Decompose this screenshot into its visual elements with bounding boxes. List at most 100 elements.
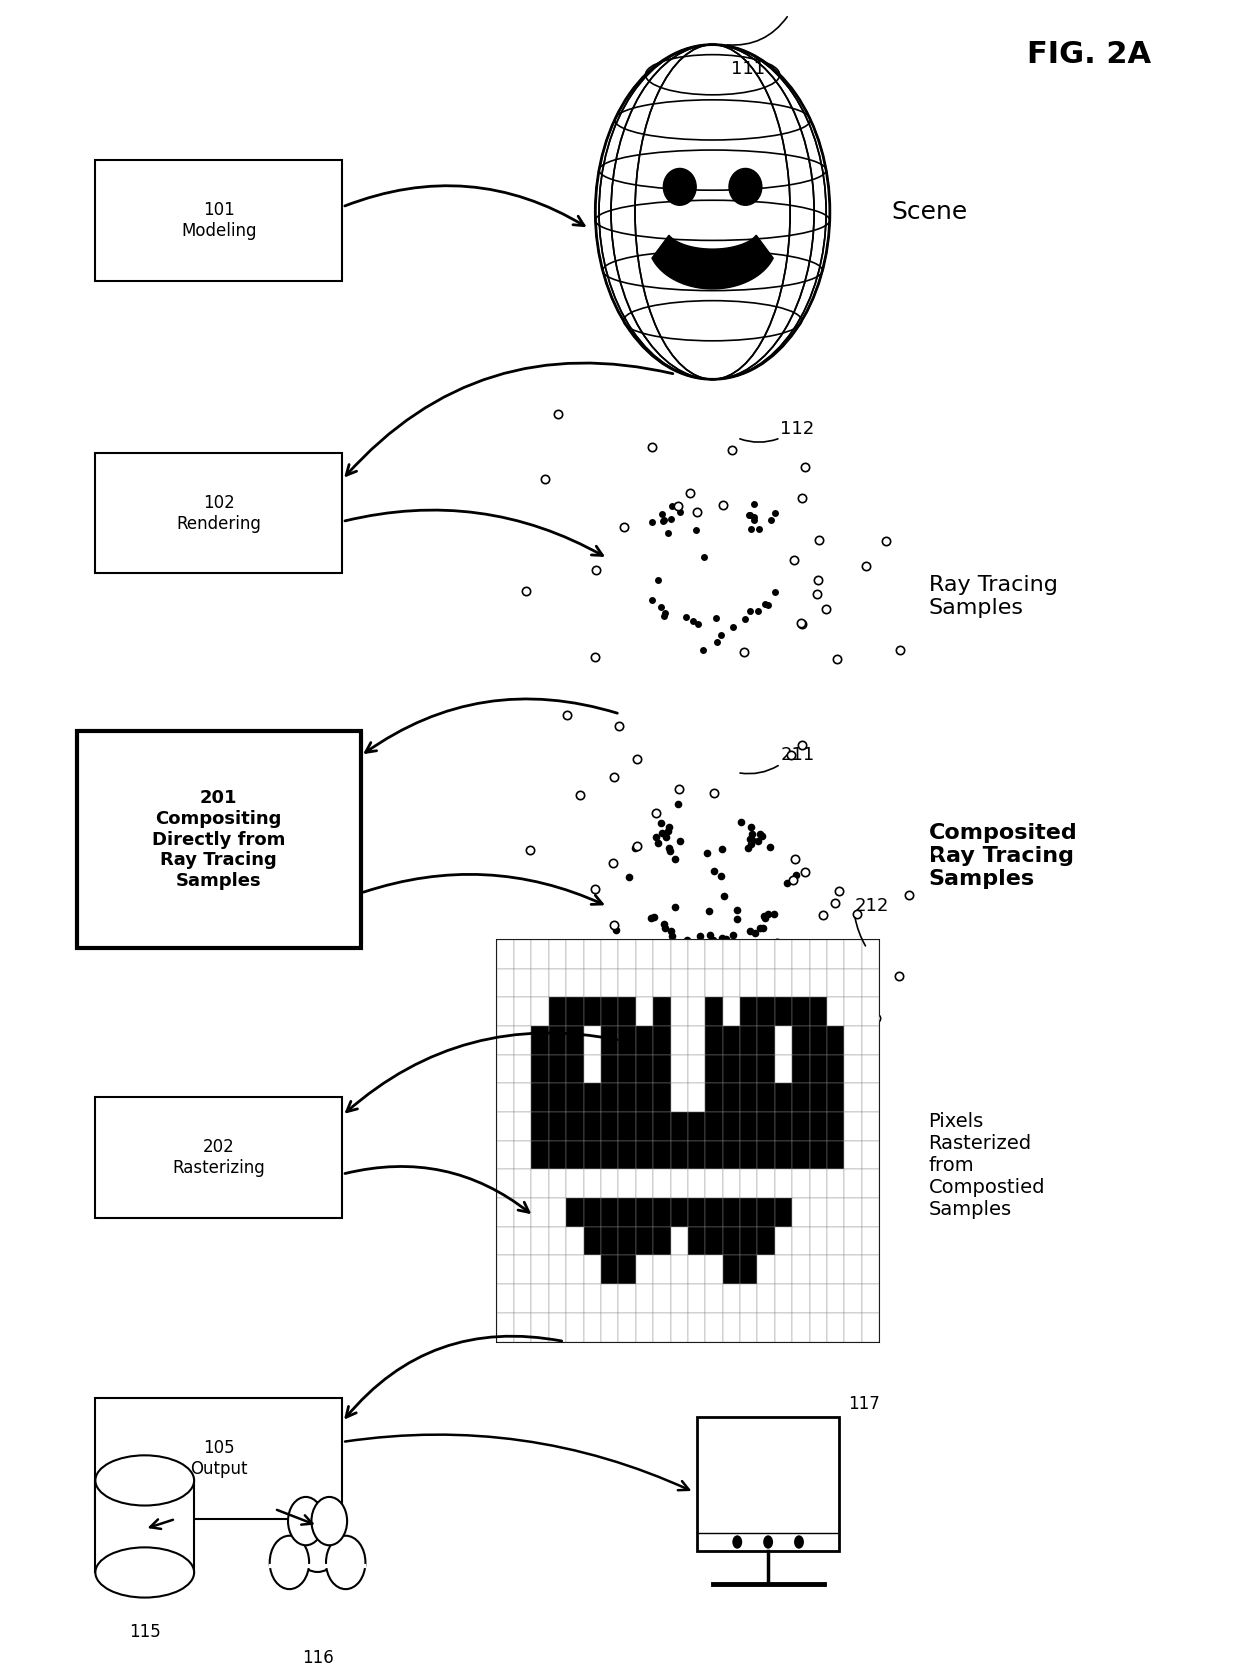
Circle shape xyxy=(288,1498,324,1545)
Bar xyxy=(706,1256,723,1284)
Bar xyxy=(758,1199,775,1227)
Bar xyxy=(688,1169,706,1199)
Bar xyxy=(601,1284,619,1313)
Bar xyxy=(567,1054,584,1083)
Point xyxy=(786,861,806,888)
Bar xyxy=(758,1227,775,1256)
Bar xyxy=(567,1083,584,1111)
Bar xyxy=(723,1169,740,1199)
Bar xyxy=(636,997,653,1026)
Bar xyxy=(758,1083,775,1111)
Bar xyxy=(688,1083,706,1111)
Circle shape xyxy=(763,1535,773,1548)
Bar xyxy=(619,1054,636,1083)
Bar xyxy=(792,1313,810,1342)
Bar xyxy=(653,1313,671,1342)
Text: Scene: Scene xyxy=(892,200,968,223)
Point xyxy=(847,900,867,927)
Bar xyxy=(792,1227,810,1256)
Point xyxy=(792,484,812,510)
Point xyxy=(585,875,605,902)
Bar xyxy=(549,1199,567,1227)
Bar xyxy=(549,1227,567,1256)
Bar xyxy=(532,1083,549,1111)
Point xyxy=(651,594,671,621)
Point xyxy=(683,608,703,635)
Point xyxy=(744,504,764,531)
Bar xyxy=(758,1140,775,1169)
Bar xyxy=(653,940,671,969)
Point xyxy=(667,791,687,818)
Point xyxy=(707,628,727,655)
Point xyxy=(606,917,626,944)
Bar xyxy=(601,1169,619,1199)
Bar xyxy=(706,1199,723,1227)
Bar xyxy=(740,1313,758,1342)
Bar xyxy=(775,969,792,997)
Point xyxy=(827,646,847,673)
Bar xyxy=(653,1199,671,1227)
Point xyxy=(782,866,802,893)
Point xyxy=(765,902,785,928)
Bar xyxy=(601,1199,619,1227)
Point xyxy=(687,499,707,526)
Bar xyxy=(619,1111,636,1140)
Point xyxy=(753,823,773,850)
Bar xyxy=(792,1169,810,1199)
Bar xyxy=(862,1026,879,1054)
Bar xyxy=(723,969,740,997)
Bar xyxy=(792,1054,810,1083)
Bar xyxy=(496,1083,513,1111)
Bar xyxy=(549,940,567,969)
Point xyxy=(625,834,645,861)
Point xyxy=(761,505,781,532)
Bar xyxy=(792,940,810,969)
Bar xyxy=(706,1313,723,1342)
Bar xyxy=(706,969,723,997)
Bar xyxy=(844,1256,862,1284)
Bar xyxy=(636,1199,653,1227)
Bar xyxy=(706,940,723,969)
Bar xyxy=(532,1026,549,1054)
Bar xyxy=(584,969,601,997)
Bar xyxy=(601,1313,619,1342)
Point xyxy=(713,492,733,519)
FancyBboxPatch shape xyxy=(95,1399,342,1519)
Point xyxy=(754,903,774,930)
Bar xyxy=(862,1083,879,1111)
Point xyxy=(676,603,696,630)
Bar xyxy=(671,1111,688,1140)
Bar xyxy=(601,1054,619,1083)
Point xyxy=(739,834,759,861)
Bar xyxy=(688,969,706,997)
Bar xyxy=(688,1284,706,1313)
Bar xyxy=(827,997,844,1026)
Point xyxy=(562,1031,582,1058)
Point xyxy=(712,861,732,888)
Point xyxy=(661,505,681,532)
Point xyxy=(603,850,622,876)
Point xyxy=(701,922,720,949)
Ellipse shape xyxy=(729,168,761,205)
Point xyxy=(662,923,682,950)
Bar xyxy=(827,1140,844,1169)
Point xyxy=(740,826,760,853)
Point xyxy=(536,465,556,492)
Point xyxy=(791,609,811,636)
Bar xyxy=(671,1083,688,1111)
Point xyxy=(585,643,605,670)
Point xyxy=(704,779,724,806)
Bar xyxy=(706,1227,723,1256)
Text: 201
Compositing
Directly from
Ray Tracing
Samples: 201 Compositing Directly from Ray Tracin… xyxy=(153,789,285,890)
Bar xyxy=(688,1140,706,1169)
Text: 112: 112 xyxy=(780,420,815,438)
Point xyxy=(658,834,678,861)
Bar xyxy=(496,1313,513,1342)
Point xyxy=(668,776,688,803)
Bar xyxy=(827,1284,844,1313)
Bar xyxy=(584,1140,601,1169)
Bar xyxy=(844,1284,862,1313)
Point xyxy=(760,834,780,861)
Bar xyxy=(513,1199,532,1227)
Bar xyxy=(671,997,688,1026)
